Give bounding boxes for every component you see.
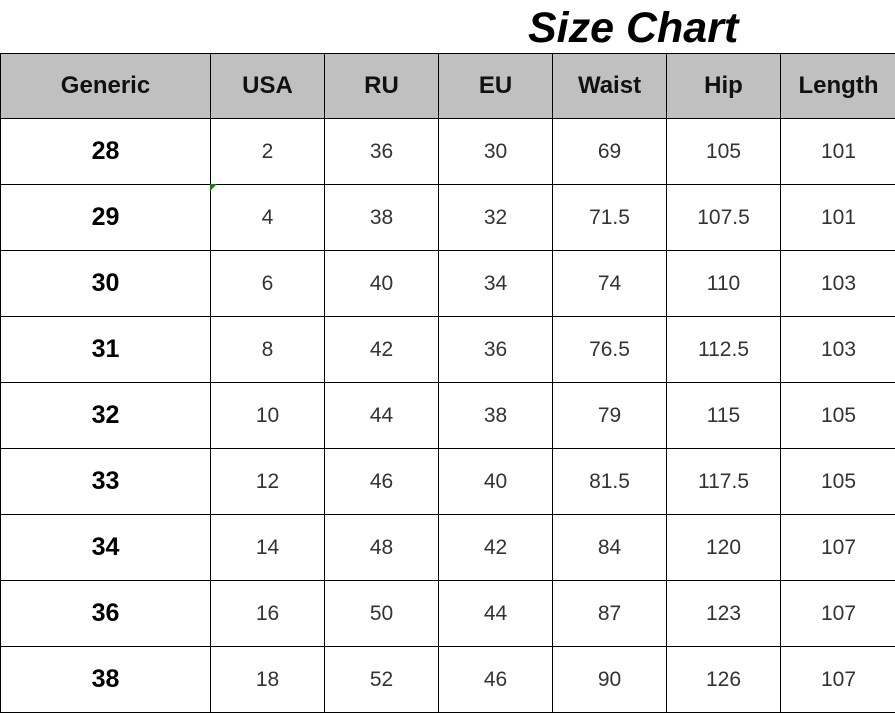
cell-eu: 32 [439,185,553,251]
cell-waist: 84 [553,515,667,581]
column-header-ru: RU [325,54,439,119]
cell-generic: 36 [1,581,211,647]
cell-waist: 76.5 [553,317,667,383]
column-header-usa: USA [211,54,325,119]
cell-hip: 117.5 [667,449,781,515]
cell-eu: 38 [439,383,553,449]
cell-ru: 48 [325,515,439,581]
cell-hip: 126 [667,647,781,713]
cell-waist: 90 [553,647,667,713]
cell-usa: 8 [211,317,325,383]
cell-length: 103 [781,251,895,317]
cell-waist: 69 [553,119,667,185]
cell-ru: 42 [325,317,439,383]
cell-ru: 52 [325,647,439,713]
cell-waist: 71.5 [553,185,667,251]
column-header-length: Length [781,54,895,119]
cell-generic: 30 [1,251,211,317]
column-header-waist: Waist [553,54,667,119]
cell-ru: 50 [325,581,439,647]
cell-comment-marker [210,184,217,191]
cell-ru: 46 [325,449,439,515]
cell-hip: 105 [667,119,781,185]
cell-hip: 115 [667,383,781,449]
cell-hip: 110 [667,251,781,317]
cell-eu: 34 [439,251,553,317]
cell-waist: 87 [553,581,667,647]
cell-generic: 29 [1,185,211,251]
cell-waist: 79 [553,383,667,449]
column-header-eu: EU [439,54,553,119]
cell-ru: 38 [325,185,439,251]
cell-length: 103 [781,317,895,383]
cell-usa: 2 [211,119,325,185]
cell-generic: 28 [1,119,211,185]
cell-generic: 34 [1,515,211,581]
column-header-hip: Hip [667,54,781,119]
column-header-generic: Generic [1,54,211,119]
cell-usa: 14 [211,515,325,581]
cell-hip: 107.5 [667,185,781,251]
cell-usa: 18 [211,647,325,713]
cell-length: 107 [781,647,895,713]
cell-usa: 10 [211,383,325,449]
cell-length: 107 [781,581,895,647]
cell-length: 101 [781,185,895,251]
cell-eu: 30 [439,119,553,185]
cell-waist: 81.5 [553,449,667,515]
cell-eu: 46 [439,647,553,713]
cell-ru: 36 [325,119,439,185]
cell-generic: 38 [1,647,211,713]
cell-length: 107 [781,515,895,581]
cell-eu: 40 [439,449,553,515]
cell-usa: 4 [211,185,325,251]
page-title: Size Chart [528,4,738,53]
cell-generic: 33 [1,449,211,515]
cell-generic: 32 [1,383,211,449]
cell-length: 101 [781,119,895,185]
cell-eu: 44 [439,581,553,647]
cell-ru: 44 [325,383,439,449]
cell-usa: 6 [211,251,325,317]
cell-usa: 16 [211,581,325,647]
cell-hip: 112.5 [667,317,781,383]
cell-generic: 31 [1,317,211,383]
cell-length: 105 [781,383,895,449]
cell-usa: 12 [211,449,325,515]
cell-ru: 40 [325,251,439,317]
cell-hip: 123 [667,581,781,647]
cell-hip: 120 [667,515,781,581]
cell-waist: 74 [553,251,667,317]
cell-eu: 42 [439,515,553,581]
cell-length: 105 [781,449,895,515]
cell-eu: 36 [439,317,553,383]
